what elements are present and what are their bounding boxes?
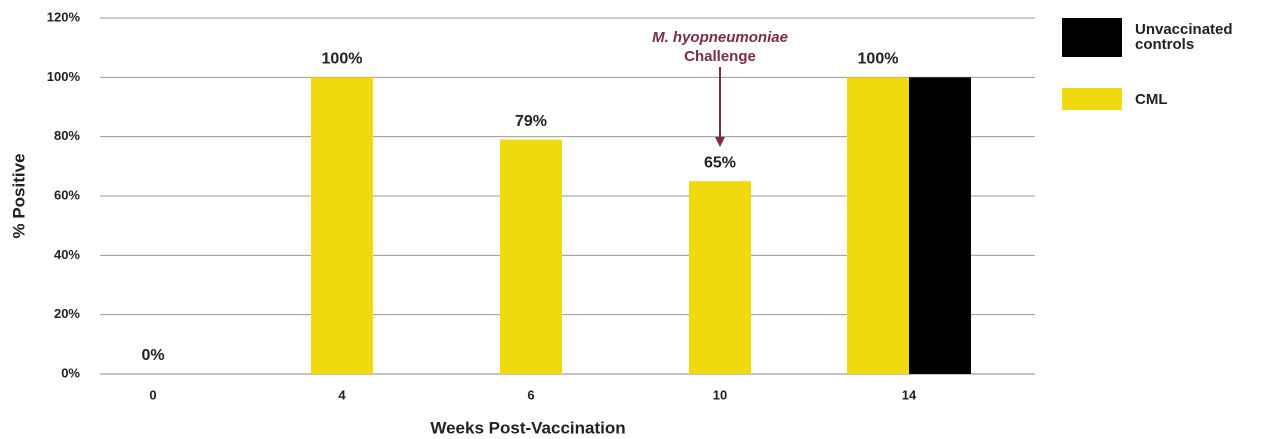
x-tick-label: 4 — [338, 387, 346, 402]
y-tick-label: 40% — [54, 247, 80, 262]
x-tick-label: 10 — [713, 387, 727, 402]
annotation-text: M. hyopneumoniae — [652, 29, 788, 46]
annotation-text: Challenge — [684, 48, 756, 65]
x-axis-label: Weeks Post-Vaccination — [430, 418, 625, 437]
data-label: 65% — [704, 154, 736, 171]
data-label: 100% — [322, 51, 363, 68]
x-tick-label: 0 — [149, 387, 156, 402]
y-tick-label: 0% — [61, 365, 80, 380]
x-tick-label: 14 — [902, 387, 917, 402]
y-tick-label: 80% — [54, 128, 80, 143]
y-tick-label: 60% — [54, 187, 80, 202]
legend-label: Unvaccinated controls — [1135, 21, 1233, 53]
bar — [909, 77, 971, 374]
y-tick-label: 20% — [54, 306, 80, 321]
y-tick-label: 100% — [47, 69, 81, 84]
data-label: 79% — [515, 113, 547, 130]
legend-label: CML — [1135, 91, 1168, 108]
y-tick-label: 120% — [47, 9, 81, 24]
y-axis-label: % Positive — [9, 153, 28, 238]
bar — [500, 139, 562, 374]
x-tick-label: 6 — [527, 387, 534, 402]
data-label: 0% — [141, 347, 164, 364]
legend-swatch — [1062, 88, 1122, 110]
data-label: 100% — [858, 51, 899, 68]
bar — [847, 77, 909, 374]
bar — [311, 77, 373, 374]
annotation-arrowhead — [715, 137, 725, 147]
bar — [689, 181, 751, 374]
legend-swatch — [1062, 18, 1122, 57]
